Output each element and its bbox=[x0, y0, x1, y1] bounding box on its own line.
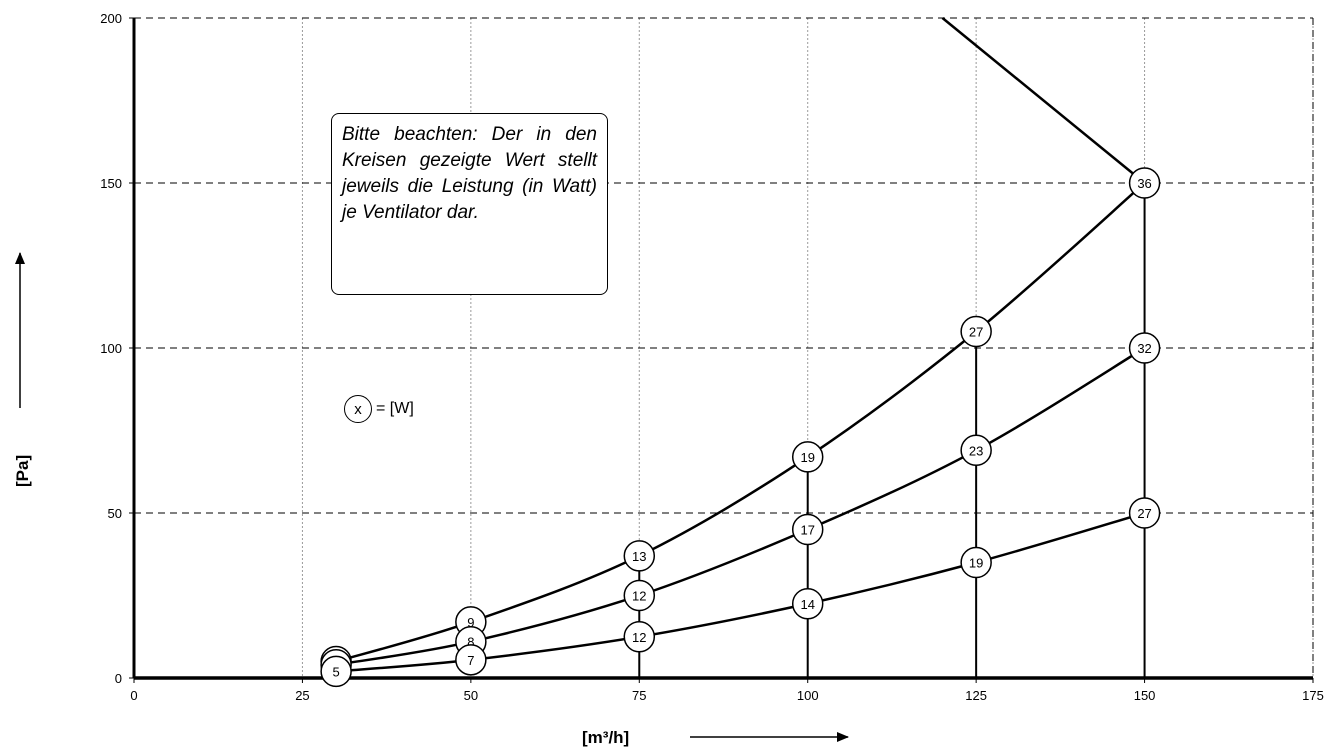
power-marker-circle bbox=[960, 546, 992, 579]
power-marker-label: 32 bbox=[1137, 341, 1151, 356]
power-marker-circle bbox=[320, 655, 352, 688]
power-marker-label: 8 bbox=[467, 635, 474, 650]
power-marker-label: 9 bbox=[467, 615, 474, 630]
power-marker: 17 bbox=[791, 513, 824, 546]
power-legend: x = [W] bbox=[344, 393, 414, 425]
power-marker-label: 7 bbox=[467, 653, 474, 668]
power-marker-label: 19 bbox=[800, 450, 814, 465]
y-axis-title: [Pa] bbox=[13, 455, 32, 487]
power-marker-label: 12 bbox=[632, 630, 646, 645]
power-marker: 14 bbox=[791, 588, 824, 620]
power-marker: 27 bbox=[960, 315, 992, 348]
power-marker-circle bbox=[623, 579, 656, 612]
power-marker: 19 bbox=[791, 441, 824, 473]
power-marker-label: 27 bbox=[969, 325, 983, 340]
power-markers: 9 13 19 27 36 8 12 17 23 32 5 7 12 14 19 27 bbox=[320, 167, 1161, 688]
limit-line bbox=[941, 17, 1146, 184]
x-tick-label: 0 bbox=[130, 688, 137, 703]
legend-circle-icon: x bbox=[344, 395, 372, 423]
power-marker-label: 13 bbox=[632, 549, 646, 564]
y-tick-label: 50 bbox=[108, 506, 122, 521]
power-marker-circle bbox=[791, 588, 824, 620]
power-marker: 36 bbox=[1128, 167, 1161, 199]
legend-text: = [W] bbox=[376, 400, 414, 417]
power-marker: 13 bbox=[623, 540, 656, 572]
x-tick-label: 150 bbox=[1134, 688, 1156, 703]
power-marker-circle bbox=[1128, 167, 1161, 199]
note-box: Bitte beachten: Der in den Kreisen gezei… bbox=[331, 113, 608, 295]
power-marker-label: 17 bbox=[800, 523, 814, 538]
power-marker-label: 36 bbox=[1137, 176, 1151, 191]
x-tick-label: 75 bbox=[632, 688, 646, 703]
power-marker: 19 bbox=[960, 546, 992, 579]
power-marker-circle bbox=[791, 441, 824, 473]
power-marker-circle bbox=[960, 315, 992, 348]
power-marker: 7 bbox=[455, 644, 487, 676]
power-marker-label: 27 bbox=[1137, 506, 1151, 521]
power-marker-label: 14 bbox=[800, 597, 814, 612]
power-marker: 5 bbox=[320, 655, 352, 688]
vertical-markers bbox=[638, 183, 1146, 678]
power-marker: 27 bbox=[1128, 497, 1161, 529]
power-marker-circle bbox=[455, 644, 487, 676]
power-marker-circle bbox=[1128, 332, 1161, 364]
x-tick-label: 100 bbox=[797, 688, 819, 703]
power-marker-circle bbox=[623, 621, 656, 653]
x-tick-label: 125 bbox=[965, 688, 987, 703]
y-tick-label: 200 bbox=[100, 11, 122, 26]
power-marker: 12 bbox=[623, 579, 656, 612]
power-marker: 32 bbox=[1128, 332, 1161, 364]
y-tick-label: 150 bbox=[100, 176, 122, 191]
power-marker-label: 5 bbox=[332, 664, 339, 679]
power-marker: 12 bbox=[623, 621, 656, 653]
power-marker-label: 23 bbox=[969, 443, 983, 458]
power-marker: 23 bbox=[960, 434, 992, 467]
power-marker-label: 19 bbox=[969, 556, 983, 571]
x-tick-label: 50 bbox=[464, 688, 478, 703]
x-tick-label: 175 bbox=[1302, 688, 1324, 703]
grid bbox=[134, 17, 1314, 678]
power-marker-label: 12 bbox=[632, 589, 646, 604]
power-marker-circle bbox=[791, 513, 824, 546]
power-marker-circle bbox=[1128, 497, 1161, 529]
y-tick-label: 100 bbox=[100, 341, 122, 356]
x-tick-label: 25 bbox=[295, 688, 309, 703]
y-tick-label: 0 bbox=[115, 671, 122, 686]
power-marker-circle bbox=[960, 434, 992, 467]
x-axis-title: [m³/h] bbox=[582, 728, 629, 747]
power-marker-circle bbox=[623, 540, 656, 572]
